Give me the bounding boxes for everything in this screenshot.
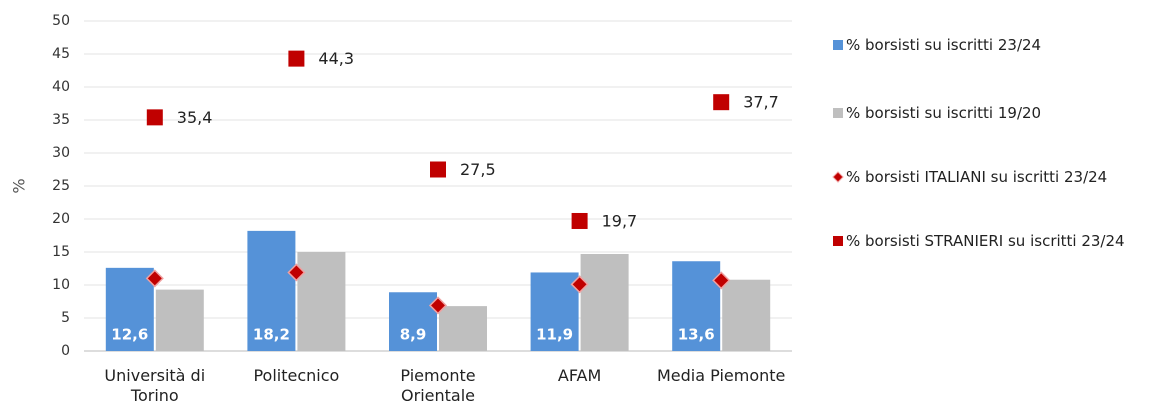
legend-label: % borsisti su iscritti 23/24 (846, 36, 1042, 54)
x-tick-label: Università di Torino (104, 366, 206, 405)
square-marker (430, 161, 446, 178)
data-label: 12,6 (111, 326, 148, 344)
y-tick-label: 40 (52, 79, 70, 95)
legend-marker (833, 108, 843, 118)
bar (155, 289, 204, 351)
bar (530, 272, 579, 351)
y-tick-label: 25 (52, 178, 70, 194)
square-marker (146, 109, 163, 126)
data-label: 37,7 (743, 93, 779, 112)
legend-label: % borsisti ITALIANI su iscritti 23/24 (846, 168, 1108, 186)
y-tick-label: 20 (52, 211, 70, 227)
y-tick-label: 30 (52, 145, 70, 161)
y-tick-label: 35 (52, 112, 70, 128)
legend-label: % borsisti su iscritti 19/20 (846, 104, 1042, 122)
y-tick-label: 15 (52, 244, 70, 260)
y-tick-label: 50 (52, 13, 70, 29)
data-label: 44,3 (318, 49, 354, 68)
square-marker (713, 94, 730, 111)
data-label: 13,6 (678, 326, 715, 344)
x-tick-label: Piemonte Orientale (400, 366, 476, 405)
bar (389, 292, 437, 351)
x-tick-label: Media Piemonte (657, 366, 786, 385)
bar (580, 253, 629, 351)
diamond-marker (570, 275, 589, 294)
diamond-marker (428, 296, 448, 315)
bar (297, 252, 346, 351)
data-label: 19,7 (602, 211, 638, 230)
diamond-marker (145, 269, 164, 288)
data-label: 35,4 (177, 108, 213, 127)
y-tick-label: 0 (61, 343, 70, 359)
bar (439, 306, 487, 351)
y-axis-label: % (10, 178, 29, 193)
y-tick-label: 10 (52, 277, 70, 293)
bar (672, 261, 721, 351)
legend-marker (833, 40, 843, 50)
data-label: 11,9 (536, 326, 573, 344)
data-label: 18,2 (253, 326, 290, 344)
legend-marker (833, 236, 843, 246)
bar (722, 279, 771, 351)
square-marker (288, 50, 305, 67)
legend-marker (832, 171, 844, 183)
square-marker (571, 212, 588, 229)
y-tick-label: 45 (52, 46, 70, 62)
y-tick-label: 5 (61, 310, 70, 326)
diamond-marker (287, 263, 306, 282)
data-label: 27,5 (460, 160, 496, 179)
x-tick-label: AFAM (557, 366, 602, 385)
legend-label: % borsisti STRANIERI su iscritti 23/24 (846, 232, 1125, 250)
diamond-marker (712, 271, 731, 290)
x-tick-label: Politecnico (253, 366, 340, 385)
bar (247, 230, 296, 351)
data-label: 8,9 (400, 326, 427, 344)
bar (105, 267, 154, 351)
